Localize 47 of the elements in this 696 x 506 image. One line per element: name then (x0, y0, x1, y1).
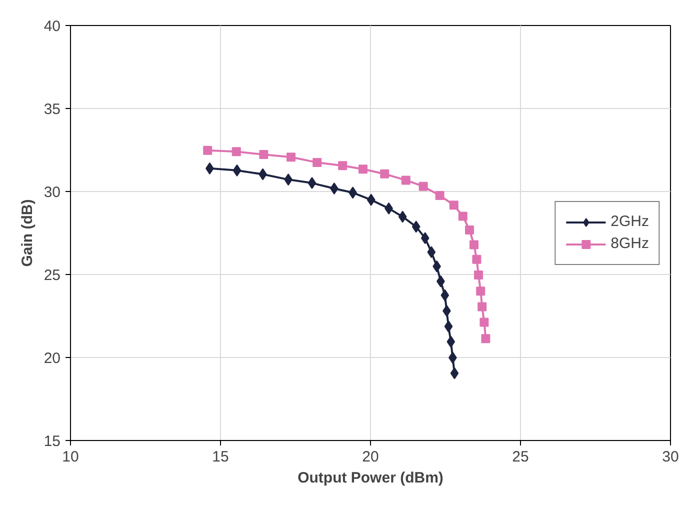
x-axis-title: Output Power (dBm) (298, 470, 444, 486)
point (444, 320, 453, 332)
legend-label: 8GHz (610, 235, 649, 252)
point (472, 254, 482, 264)
x-tick-label: 20 (362, 448, 379, 466)
point (366, 194, 376, 206)
y-tick-label: 30 (44, 184, 61, 201)
point (412, 220, 420, 233)
point (481, 334, 490, 344)
point (427, 246, 436, 258)
point (476, 286, 486, 296)
point (458, 212, 468, 221)
y-tick-label: 40 (44, 18, 61, 35)
point (480, 318, 489, 327)
point (435, 190, 444, 200)
x-tick-label: 30 (662, 448, 679, 466)
point (474, 270, 483, 280)
point (312, 158, 322, 167)
point (401, 176, 410, 185)
point (259, 150, 268, 159)
y-tick-label: 35 (44, 101, 61, 118)
point (286, 152, 296, 162)
point (420, 232, 430, 244)
x-tick-label: 10 (62, 448, 79, 466)
point (470, 240, 478, 250)
y-tick-label: 15 (44, 433, 61, 450)
point (338, 161, 348, 170)
point (203, 146, 212, 155)
x-tick-label: 15 (212, 448, 229, 466)
point (478, 302, 487, 312)
y-axis-title: Gain (dB) (18, 199, 36, 267)
point (232, 164, 242, 176)
point (308, 177, 316, 190)
point (358, 164, 368, 174)
point (440, 289, 450, 302)
point (449, 200, 458, 210)
legend-label: 2GHz (610, 213, 649, 230)
point (450, 367, 459, 380)
y-tick-label: 20 (44, 350, 61, 367)
y-tick-label: 25 (44, 267, 61, 284)
point (465, 226, 474, 235)
x-tick-label: 25 (512, 448, 529, 466)
point (446, 336, 456, 348)
point (398, 210, 407, 223)
point (380, 169, 390, 178)
point (418, 182, 428, 191)
point (232, 147, 241, 156)
